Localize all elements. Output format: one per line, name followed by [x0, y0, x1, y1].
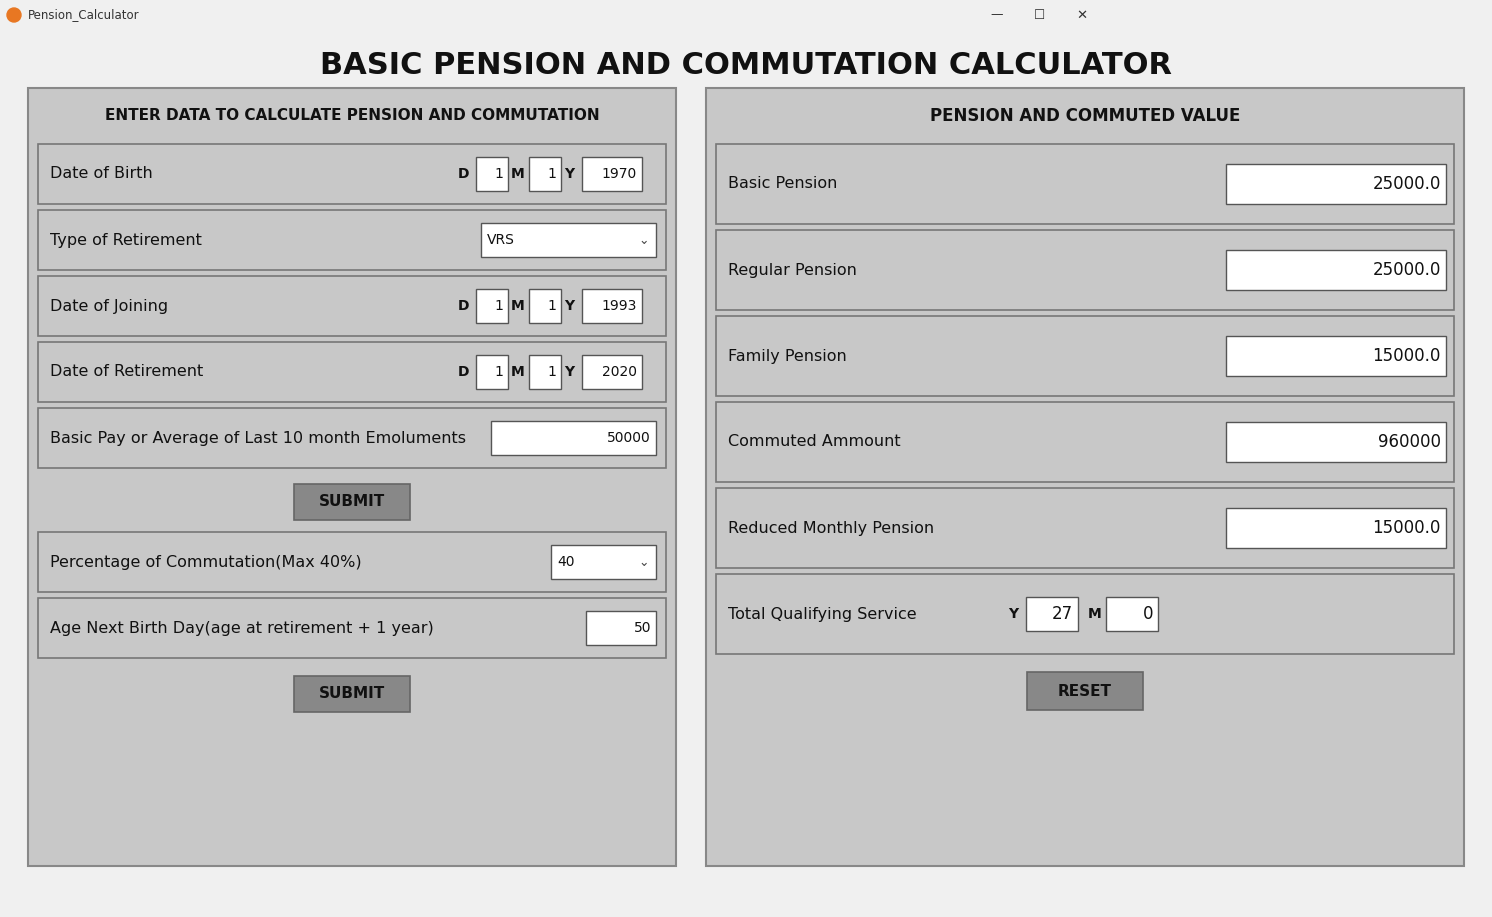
Text: BASIC PENSION AND COMMUTATION CALCULATOR: BASIC PENSION AND COMMUTATION CALCULATOR [319, 50, 1173, 80]
Bar [480, 223, 656, 257]
Text: Date of Birth: Date of Birth [51, 167, 152, 182]
Bar [37, 210, 665, 270]
Bar [491, 421, 656, 455]
Text: ✕: ✕ [1076, 8, 1088, 21]
Bar [716, 402, 1455, 482]
Text: M: M [1088, 607, 1101, 621]
Bar [1226, 164, 1446, 204]
Text: 15000.0: 15000.0 [1373, 519, 1441, 537]
Text: 1: 1 [548, 167, 557, 181]
Bar [37, 144, 665, 204]
Bar [1226, 336, 1446, 376]
Text: —: — [991, 8, 1003, 21]
Text: 50000: 50000 [607, 431, 651, 445]
Text: D: D [458, 167, 470, 181]
Text: Basic Pay or Average of Last 10 month Emoluments: Basic Pay or Average of Last 10 month Em… [51, 430, 466, 446]
Text: 1970: 1970 [601, 167, 637, 181]
Bar [476, 289, 507, 323]
Text: 40: 40 [557, 555, 574, 569]
Bar [1026, 597, 1079, 631]
Text: ☐: ☐ [1034, 8, 1046, 21]
Bar [37, 408, 665, 468]
Bar [0, 0, 1492, 30]
Text: ⌄: ⌄ [639, 235, 649, 248]
Bar [294, 676, 410, 712]
Bar [716, 574, 1455, 654]
Bar [716, 488, 1455, 568]
Text: VRS: VRS [486, 233, 515, 247]
Text: SUBMIT: SUBMIT [319, 494, 385, 510]
Bar [1226, 422, 1446, 462]
Text: 25000.0: 25000.0 [1373, 261, 1441, 279]
Text: 0: 0 [1143, 605, 1153, 623]
Bar [530, 355, 561, 389]
Bar [476, 157, 507, 191]
Bar [716, 230, 1455, 310]
Text: Commuted Ammount: Commuted Ammount [728, 435, 901, 449]
Bar [28, 88, 676, 866]
Bar [530, 289, 561, 323]
Text: D: D [458, 365, 470, 379]
Text: PENSION AND COMMUTED VALUE: PENSION AND COMMUTED VALUE [930, 107, 1240, 125]
Bar [530, 157, 561, 191]
Text: Y: Y [564, 365, 574, 379]
Text: Y: Y [564, 299, 574, 313]
Text: 960000: 960000 [1379, 433, 1441, 451]
Text: Regular Pension: Regular Pension [728, 262, 856, 278]
Text: Y: Y [564, 167, 574, 181]
Bar [37, 342, 665, 402]
Text: D: D [458, 299, 470, 313]
Bar [582, 289, 642, 323]
Bar [37, 276, 665, 336]
Text: 1: 1 [494, 365, 503, 379]
Text: Reduced Monthly Pension: Reduced Monthly Pension [728, 521, 934, 536]
Text: Basic Pension: Basic Pension [728, 176, 837, 192]
Text: Y: Y [1009, 607, 1018, 621]
Circle shape [7, 8, 21, 22]
Bar [37, 598, 665, 658]
Text: 1: 1 [548, 299, 557, 313]
Text: Date of Retirement: Date of Retirement [51, 364, 203, 380]
Text: 1: 1 [494, 167, 503, 181]
Text: 1993: 1993 [601, 299, 637, 313]
Bar [716, 316, 1455, 396]
Text: Age Next Birth Day(age at retirement + 1 year): Age Next Birth Day(age at retirement + 1… [51, 621, 434, 635]
Bar [551, 545, 656, 579]
Bar [716, 144, 1455, 224]
Text: 50: 50 [634, 621, 651, 635]
Bar [1026, 672, 1143, 710]
Text: M: M [510, 299, 525, 313]
Text: 15000.0: 15000.0 [1373, 347, 1441, 365]
Text: ENTER DATA TO CALCULATE PENSION AND COMMUTATION: ENTER DATA TO CALCULATE PENSION AND COMM… [104, 108, 600, 124]
Bar [582, 355, 642, 389]
Bar [476, 355, 507, 389]
Text: 27: 27 [1052, 605, 1073, 623]
Bar [1226, 508, 1446, 548]
Text: 25000.0: 25000.0 [1373, 175, 1441, 193]
Bar [1226, 250, 1446, 290]
Bar [586, 611, 656, 645]
Text: RESET: RESET [1058, 683, 1112, 699]
Text: Date of Joining: Date of Joining [51, 299, 169, 314]
Bar [1106, 597, 1158, 631]
Bar [582, 157, 642, 191]
Text: M: M [510, 365, 525, 379]
Text: Family Pension: Family Pension [728, 348, 847, 363]
Text: Pension_Calculator: Pension_Calculator [28, 8, 140, 21]
Text: Percentage of Commutation(Max 40%): Percentage of Commutation(Max 40%) [51, 555, 361, 569]
Bar [706, 88, 1464, 866]
Text: 1: 1 [548, 365, 557, 379]
Text: M: M [510, 167, 525, 181]
Bar [37, 532, 665, 592]
Text: ⌄: ⌄ [639, 557, 649, 569]
Text: 1: 1 [494, 299, 503, 313]
Text: 2020: 2020 [601, 365, 637, 379]
Text: Type of Retirement: Type of Retirement [51, 233, 201, 248]
Bar [294, 484, 410, 520]
Text: SUBMIT: SUBMIT [319, 687, 385, 702]
Text: Total Qualifying Service: Total Qualifying Service [728, 606, 916, 622]
